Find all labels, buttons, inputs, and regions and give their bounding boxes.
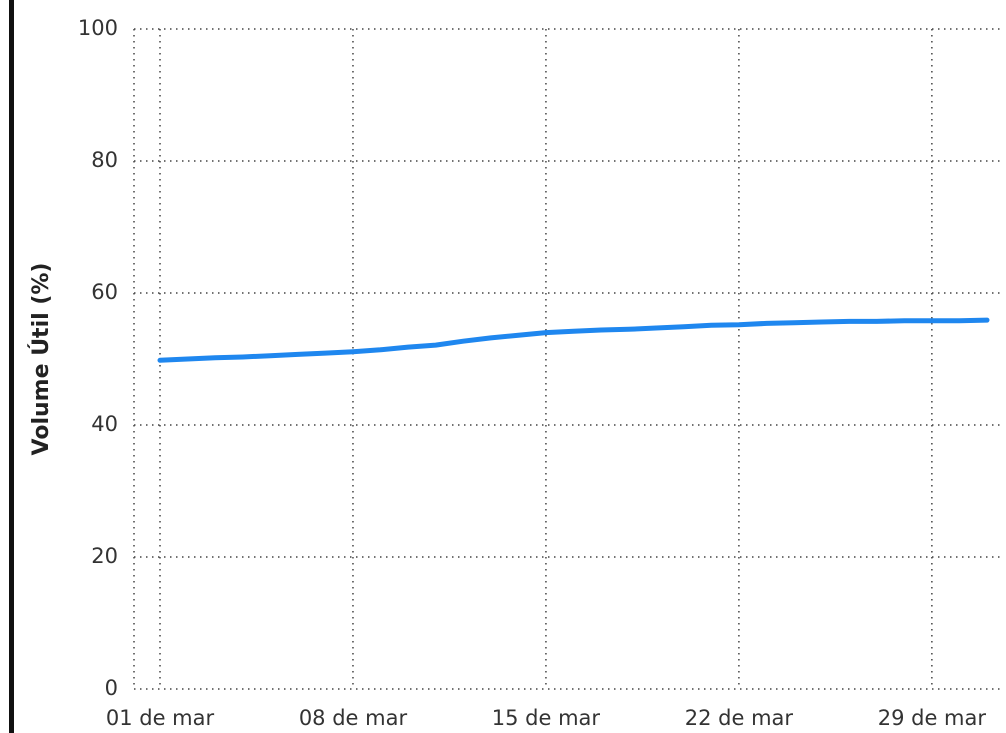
x-tick-label: 08 de mar xyxy=(299,706,408,730)
y-tick-label: 20 xyxy=(91,544,118,568)
x-tick-label: 22 de mar xyxy=(685,706,794,730)
y-tick-label: 80 xyxy=(91,148,118,172)
x-tick-label: 01 de mar xyxy=(106,706,215,730)
x-tick-label: 29 de mar xyxy=(878,706,987,730)
y-tick-label: 60 xyxy=(91,280,118,304)
y-axis-label: Volume Útil (%) xyxy=(28,263,54,456)
line-series xyxy=(157,317,990,363)
y-tick-label: 0 xyxy=(105,676,118,700)
x-tick-label: 15 de mar xyxy=(492,706,601,730)
left-border xyxy=(9,0,14,733)
y-tick-label: 100 xyxy=(78,16,118,40)
y-tick-label: 40 xyxy=(91,412,118,436)
